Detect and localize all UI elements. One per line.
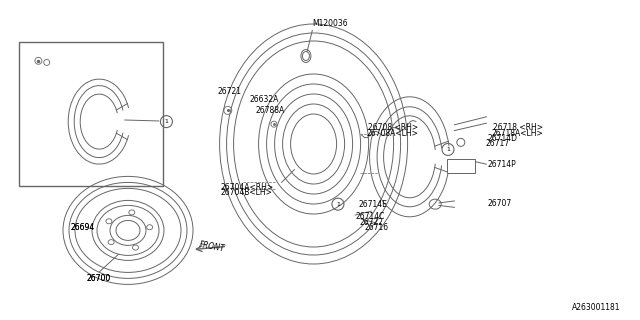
Text: 26632A: 26632A [250,95,279,104]
Text: 26788A: 26788A [256,106,285,115]
Text: 26704B<LH>: 26704B<LH> [221,188,273,197]
Text: 26721: 26721 [218,87,242,96]
Text: 26707: 26707 [488,199,512,208]
Text: 26714D: 26714D [488,134,518,143]
Text: 26700: 26700 [86,274,111,283]
Text: 26694: 26694 [70,223,95,232]
Text: 1: 1 [446,147,450,152]
Text: A263001181: A263001181 [572,303,621,312]
Text: 26714C: 26714C [355,212,385,221]
Text: 26716: 26716 [365,223,389,232]
Text: 26708 <RH>: 26708 <RH> [368,124,418,132]
FancyBboxPatch shape [19,42,163,186]
Text: 26714P: 26714P [488,160,516,169]
Text: 26718A<LH>: 26718A<LH> [492,129,543,138]
Text: 1: 1 [164,119,168,124]
Ellipse shape [457,138,465,147]
Text: 26700: 26700 [86,274,111,283]
Text: 26714E: 26714E [358,200,387,209]
Text: 26694: 26694 [70,223,95,232]
FancyBboxPatch shape [447,159,475,173]
Text: 1: 1 [336,202,340,207]
Text: FRONT: FRONT [198,240,225,253]
Text: 26718 <RH>: 26718 <RH> [493,123,543,132]
Text: M120036: M120036 [312,19,348,28]
Text: 26708A<LH>: 26708A<LH> [366,129,418,138]
Text: 26722: 26722 [360,218,384,227]
Text: 26717: 26717 [485,140,509,148]
Text: 26704A<RH>: 26704A<RH> [221,183,274,192]
